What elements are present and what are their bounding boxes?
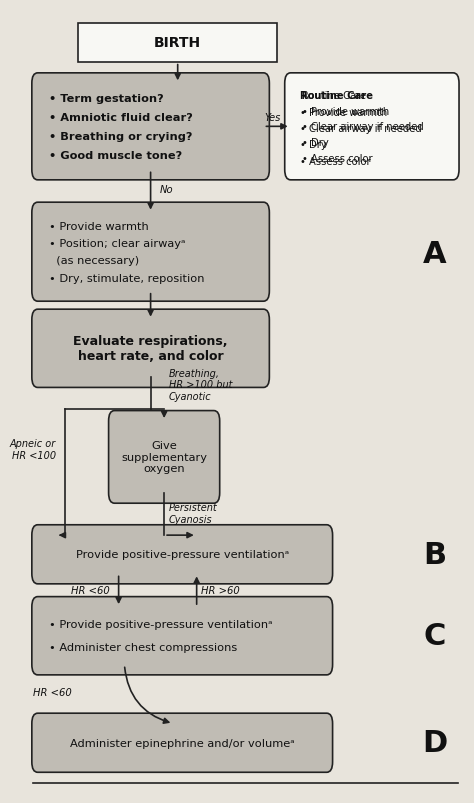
Text: • Provide warmth: • Provide warmth — [300, 108, 387, 117]
Text: • Dry: • Dry — [302, 138, 328, 148]
Text: Routine Care: Routine Care — [300, 92, 373, 101]
Text: Give
supplementary
oxygen: Give supplementary oxygen — [121, 441, 207, 474]
Text: • Dry: • Dry — [300, 140, 327, 150]
Text: • Provide warmth: • Provide warmth — [302, 107, 389, 116]
Text: Yes: Yes — [264, 112, 281, 123]
FancyBboxPatch shape — [32, 203, 269, 302]
Text: HR <60: HR <60 — [33, 687, 72, 698]
Text: A: A — [423, 239, 447, 268]
Text: (as necessary): (as necessary) — [49, 256, 139, 266]
Text: • Provide warmth: • Provide warmth — [49, 222, 149, 231]
Text: • Position; clear airwayᵃ: • Position; clear airwayᵃ — [49, 238, 185, 249]
Text: Persistent
Cyanosis: Persistent Cyanosis — [169, 503, 218, 524]
FancyBboxPatch shape — [32, 74, 269, 181]
Text: No: No — [160, 185, 173, 195]
FancyBboxPatch shape — [32, 713, 333, 772]
Text: B: B — [424, 540, 447, 569]
Text: HR <60: HR <60 — [71, 585, 109, 596]
Text: • Clear airway if needed: • Clear airway if needed — [300, 124, 421, 134]
Text: C: C — [424, 622, 447, 650]
FancyBboxPatch shape — [32, 597, 333, 675]
Text: HR >60: HR >60 — [201, 585, 240, 596]
Text: D: D — [422, 728, 448, 757]
FancyBboxPatch shape — [32, 310, 269, 388]
Text: • Amniotic fluid clear?: • Amniotic fluid clear? — [49, 112, 193, 123]
Text: • Term gestation?: • Term gestation? — [49, 93, 164, 104]
FancyBboxPatch shape — [32, 525, 333, 584]
Text: • Dry, stimulate, reposition: • Dry, stimulate, reposition — [49, 274, 204, 283]
FancyBboxPatch shape — [285, 74, 459, 181]
Text: Apneic or
HR <100: Apneic or HR <100 — [9, 438, 56, 460]
Text: Routine Care: Routine Care — [302, 91, 366, 101]
Text: • Provide positive-pressure ventilationᵃ: • Provide positive-pressure ventilationᵃ — [49, 619, 273, 630]
Text: • Good muscle tone?: • Good muscle tone? — [49, 151, 182, 161]
FancyBboxPatch shape — [109, 411, 219, 503]
Text: • Clear airway if needed: • Clear airway if needed — [302, 122, 424, 132]
Bar — [78, 24, 277, 63]
Text: Evaluate respirations,
heart rate, and color: Evaluate respirations, heart rate, and c… — [73, 335, 228, 363]
Text: Breathing,
HR >100 but
Cyanotic: Breathing, HR >100 but Cyanotic — [169, 369, 232, 402]
Text: • Assess color: • Assess color — [302, 153, 373, 164]
Text: BIRTH: BIRTH — [154, 36, 201, 51]
Text: Provide positive-pressure ventilationᵃ: Provide positive-pressure ventilationᵃ — [76, 549, 289, 560]
Text: • Assess color: • Assess color — [300, 157, 370, 166]
Text: • Administer chest compressions: • Administer chest compressions — [49, 642, 237, 652]
Text: • Breathing or crying?: • Breathing or crying? — [49, 132, 192, 142]
Text: Administer epinephrine and/or volumeᵃ: Administer epinephrine and/or volumeᵃ — [70, 738, 294, 748]
